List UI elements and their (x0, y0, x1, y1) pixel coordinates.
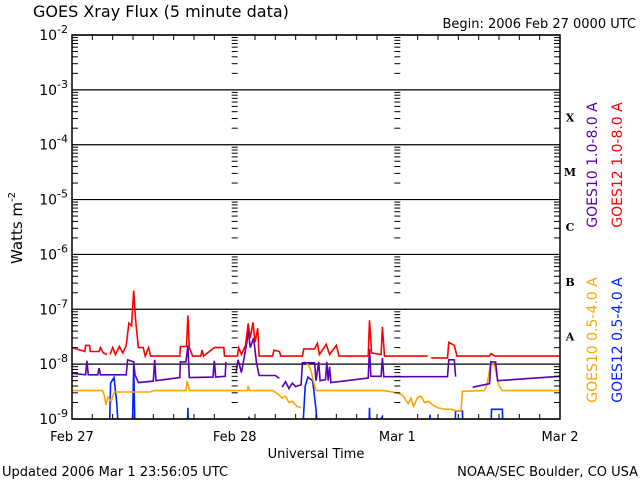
legend-entry: GOES10 0.5-4.0 A (585, 277, 601, 403)
y-tick-exponent: -9 (57, 407, 68, 420)
series-line-goes12-1-0-8-0-a (72, 290, 560, 359)
y-tick-exponent: -4 (57, 133, 68, 146)
data-source: NOAA/SEC Boulder, CO USA (457, 465, 638, 480)
y-tick-exponent: -8 (57, 352, 68, 365)
y-tick-base: 10 (39, 357, 57, 373)
legend-entry: GOES10 1.0-8.0 A (585, 102, 601, 228)
y-axis-label-exponent: -2 (7, 192, 18, 202)
x-tick-label: Mar 1 (379, 430, 416, 445)
svg-text:Watts m-2: Watts m-2 (7, 192, 26, 264)
x-tick-label: Feb 27 (50, 430, 94, 445)
y-tick-label: 10-6 (39, 242, 68, 263)
y-tick-label: 10-5 (39, 188, 68, 209)
y-tick-base: 10 (39, 193, 57, 209)
y-tick-base: 10 (39, 412, 57, 428)
y-tick-exponent: -2 (57, 23, 68, 36)
updated-timestamp: Updated 2006 Mar 1 23:56:05 UTC (2, 465, 228, 480)
y-axis-label-text: Watts m (8, 202, 26, 264)
begin-label: Begin: 2006 Feb 27 0000 UTC (442, 17, 636, 32)
chart-title: GOES Xray Flux (5 minute data) (33, 2, 289, 21)
series-group (72, 290, 560, 419)
y-axis-label: Watts m-2 (7, 192, 26, 264)
y-tick-label: 10-3 (39, 78, 68, 99)
y-tick-base: 10 (39, 247, 57, 263)
flare-class-label: C (566, 221, 575, 234)
legend-entry: GOES12 0.5-4.0 A (610, 277, 626, 403)
y-tick-label: 10-2 (39, 23, 68, 44)
y-tick-base: 10 (39, 28, 57, 44)
grid (72, 34, 560, 420)
series-line-goes10-1-0-8-0-a (72, 330, 560, 391)
y-tick-base: 10 (39, 138, 57, 154)
flare-class-label: M (564, 166, 576, 179)
y-tick-label: 10-4 (39, 133, 68, 154)
y-tick-exponent: -3 (57, 78, 68, 91)
legend-entry: GOES12 1.0-8.0 A (610, 102, 626, 228)
y-tick-exponent: -7 (57, 297, 68, 310)
y-tick-base: 10 (39, 302, 57, 318)
legend: GOES10 1.0-8.0 A GOES12 1.0-8.0 A GOES10 0… (585, 102, 626, 403)
flare-class-label: A (565, 331, 575, 344)
y-tick-label: 10-7 (39, 297, 68, 318)
x-tick-label: Feb 28 (213, 430, 257, 445)
y-tick-label: 10-8 (39, 352, 68, 373)
y-tick-base: 10 (39, 83, 57, 99)
axes (71, 34, 561, 420)
plot-frame (71, 34, 561, 420)
y-tick-label: 10-9 (39, 407, 68, 428)
x-tick-label: Mar 2 (542, 430, 579, 445)
series-line-goes10-0-5-4-0-a (72, 360, 560, 412)
flare-class-label: X (566, 111, 575, 124)
flare-class-label: B (565, 276, 574, 289)
x-axis-label: Universal Time (268, 447, 365, 462)
y-tick-exponent: -5 (57, 188, 68, 201)
y-tick-exponent: -6 (57, 242, 68, 255)
